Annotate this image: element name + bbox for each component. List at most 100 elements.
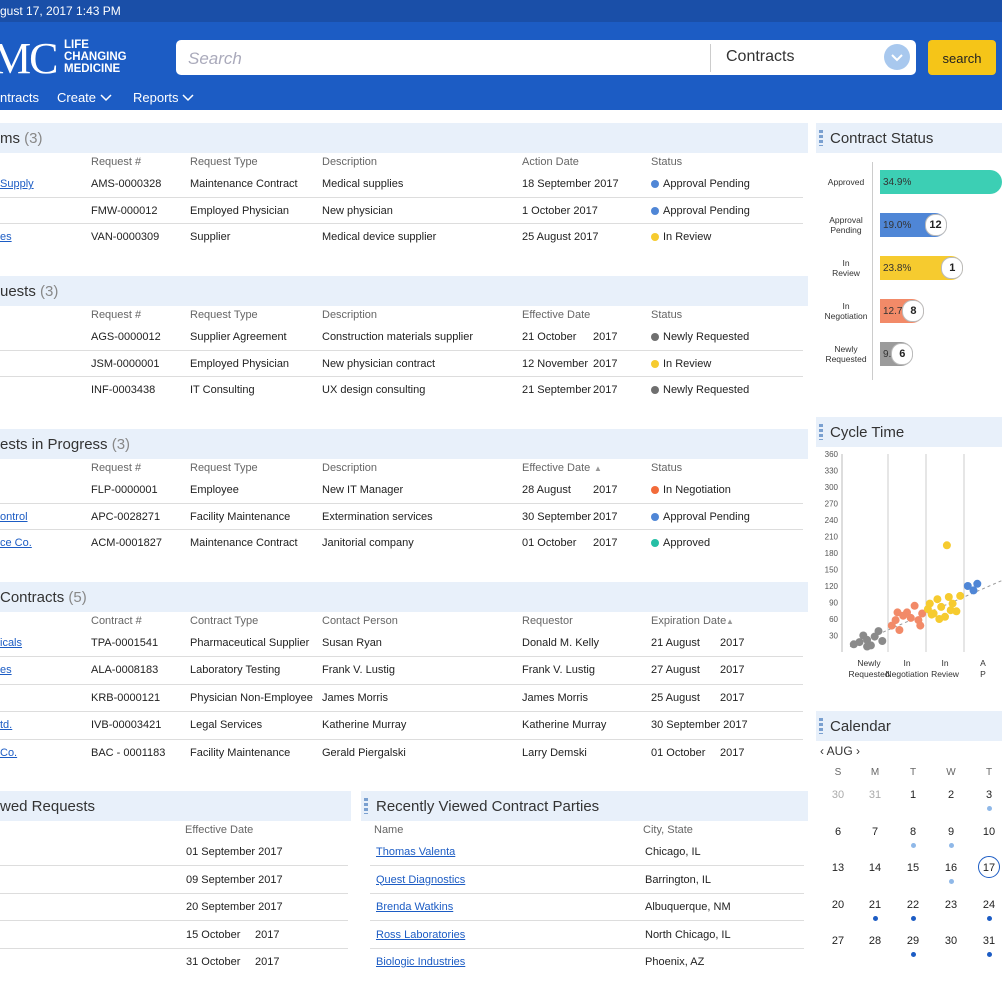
logo[interactable]: MC xyxy=(0,34,58,83)
calendar-day[interactable]: 24 xyxy=(982,898,996,911)
calendar-day[interactable]: 1 xyxy=(909,789,917,801)
calendar-day[interactable]: 2 xyxy=(947,789,955,801)
sort-up-icon[interactable]: ▲ xyxy=(726,617,734,626)
row-city: Barrington, IL xyxy=(645,873,712,886)
column-header[interactable]: Expiration Date xyxy=(651,615,727,627)
calendar-day[interactable]: 10 xyxy=(982,825,996,838)
x-tick-label: In xyxy=(941,658,948,668)
table-row[interactable] xyxy=(0,951,348,978)
panel-title: Recently Viewed Contract Parties xyxy=(376,798,600,815)
row-requestor: Frank V. Lustig xyxy=(522,664,595,677)
column-header[interactable]: City, State xyxy=(643,824,693,836)
table-row[interactable] xyxy=(0,869,348,896)
chevron-right-icon[interactable]: › xyxy=(856,744,861,758)
status-bar[interactable] xyxy=(880,170,1002,194)
column-header[interactable]: Requestor xyxy=(522,615,573,627)
nav-contracts[interactable]: ntracts xyxy=(0,90,40,105)
row-divider xyxy=(370,865,804,866)
calendar-day[interactable]: 6 xyxy=(834,825,842,838)
column-header[interactable]: Status xyxy=(651,462,683,474)
calendar-day[interactable]: 28 xyxy=(868,935,882,947)
row-year: 2017 xyxy=(593,510,618,523)
party-name-link[interactable]: Thomas Valenta xyxy=(376,846,456,858)
row-name-link[interactable]: td. xyxy=(0,719,13,732)
status-badge: Approved xyxy=(651,537,710,549)
row-name-link[interactable]: icals xyxy=(0,637,23,649)
column-header[interactable]: Request Type xyxy=(190,309,258,321)
sort-up-icon[interactable]: ▲ xyxy=(594,464,602,473)
calendar-day[interactable]: 16 xyxy=(944,862,958,874)
calendar-day[interactable]: 20 xyxy=(831,898,845,911)
cycle-time-chart: 360330300270240210180150120906030NewlyRe… xyxy=(825,450,1002,679)
calendar-day[interactable]: 9 xyxy=(947,825,955,838)
calendar-day[interactable]: 30 xyxy=(831,789,845,801)
calendar-day[interactable]: 7 xyxy=(871,825,879,838)
contract-status-title: Contract Status xyxy=(830,130,934,147)
column-header[interactable]: Description xyxy=(322,156,378,168)
calendar-day[interactable]: 14 xyxy=(868,862,882,874)
row-name-link[interactable]: ontrol xyxy=(0,510,28,523)
event-dot xyxy=(911,842,916,848)
calendar-day[interactable]: 27 xyxy=(831,935,845,947)
party-name-link[interactable]: Brenda Watkins xyxy=(376,901,454,913)
calendar-day[interactable]: 3 xyxy=(985,789,993,801)
party-name-link[interactable]: Quest Diagnostics xyxy=(376,873,466,886)
party-name-link[interactable]: Biologic Industries xyxy=(376,956,466,968)
column-header[interactable]: Status xyxy=(651,156,683,168)
column-header[interactable]: Effective Date xyxy=(522,309,591,321)
column-header[interactable]: Contract Type xyxy=(190,615,259,627)
search-scope-select[interactable]: Contracts xyxy=(726,48,795,65)
column-header[interactable]: Contract # xyxy=(91,615,142,627)
search-input[interactable] xyxy=(186,43,700,74)
column-header[interactable]: Action Date xyxy=(522,156,579,168)
calendar-weekday: T xyxy=(909,767,917,778)
column-header[interactable]: Effective Date xyxy=(522,462,591,474)
column-header[interactable]: Effective Date xyxy=(185,824,254,836)
panel-title: ms (3) xyxy=(0,130,43,147)
calendar-header xyxy=(816,711,1002,741)
table-row[interactable] xyxy=(0,896,348,923)
search-button[interactable]: search xyxy=(928,40,996,75)
calendar-day[interactable]: 21 xyxy=(868,898,882,911)
column-header[interactable]: Status xyxy=(651,309,683,321)
column-header[interactable]: Request # xyxy=(91,462,142,474)
row-name-link[interactable]: es xyxy=(0,664,12,677)
column-header[interactable]: Description xyxy=(322,309,378,321)
row-name-link[interactable]: es xyxy=(0,231,12,244)
calendar-day[interactable]: 8 xyxy=(909,825,917,838)
nav-reports[interactable]: Reports xyxy=(133,90,194,105)
calendar-day[interactable]: 31 xyxy=(868,789,882,801)
row-year: 2017 xyxy=(593,537,618,550)
calendar-day[interactable]: 30 xyxy=(944,935,958,947)
nav-create[interactable]: Create xyxy=(57,90,112,105)
column-header[interactable]: Description xyxy=(322,462,378,474)
drag-handle-icon[interactable] xyxy=(819,718,823,734)
status-bar xyxy=(0,0,1002,22)
chevron-left-icon[interactable]: ‹ xyxy=(820,744,824,758)
event-dot xyxy=(949,842,954,848)
calendar-day[interactable]: 22 xyxy=(906,898,920,911)
chevron-down-icon[interactable] xyxy=(884,44,910,70)
column-header[interactable]: Contact Person xyxy=(322,615,398,627)
column-header[interactable]: Request # xyxy=(91,309,142,321)
calendar-day[interactable]: 13 xyxy=(831,862,845,874)
table-row[interactable] xyxy=(0,924,348,951)
calendar-day[interactable]: 29 xyxy=(906,935,920,947)
row-name-link[interactable]: Co. xyxy=(0,746,18,759)
row-name-link[interactable]: ce Co. xyxy=(0,537,32,550)
row-name-link[interactable]: Supply xyxy=(0,178,34,190)
calendar-day[interactable]: 23 xyxy=(944,898,958,911)
status-count-badge: 12 xyxy=(924,214,947,236)
column-header[interactable]: Request # xyxy=(91,156,142,168)
column-header[interactable]: Name xyxy=(374,824,404,836)
drag-handle-icon[interactable] xyxy=(819,130,823,146)
party-name-link[interactable]: Ross Laboratories xyxy=(376,928,466,941)
column-header[interactable]: Request Type xyxy=(190,156,258,168)
column-header[interactable]: Request Type xyxy=(190,462,258,474)
calendar-day[interactable]: 15 xyxy=(906,862,920,874)
drag-handle-icon[interactable] xyxy=(364,798,368,814)
calendar-day[interactable]: 31 xyxy=(982,935,996,947)
drag-handle-icon[interactable] xyxy=(819,424,823,440)
table-row[interactable] xyxy=(0,841,348,868)
calendar-day[interactable]: 17 xyxy=(982,862,996,874)
